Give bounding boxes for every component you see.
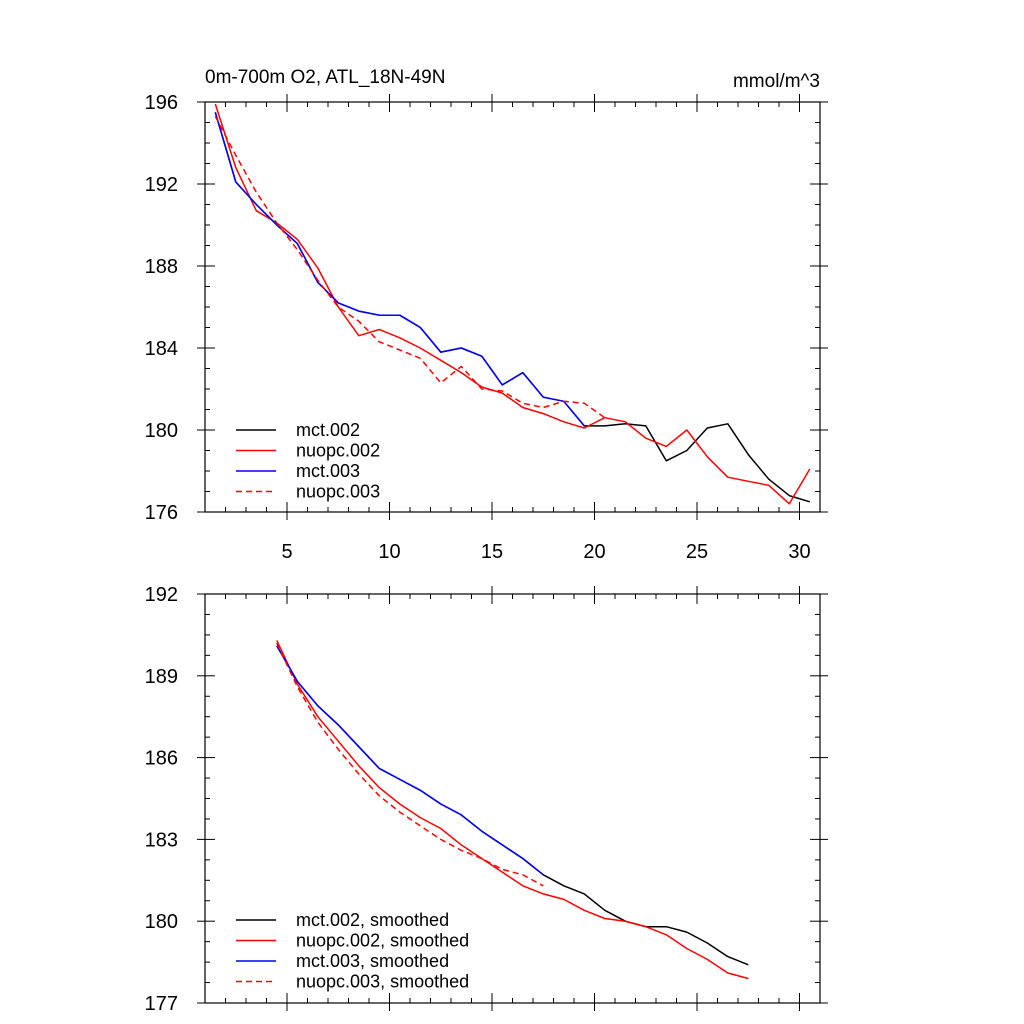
- x-tick-label: 30: [788, 541, 810, 563]
- series-line-nuopc-003-smoothed: [276, 642, 544, 887]
- legend-label: mct.003: [296, 461, 360, 481]
- x-tick-label: 5: [281, 541, 292, 563]
- series-line-nuopc-003: [214, 115, 606, 419]
- legend-label: mct.003, smoothed: [296, 951, 449, 971]
- series-line-nuopc-002: [214, 103, 811, 505]
- x-tick-label: 25: [686, 541, 708, 563]
- y-tick-label: 183: [145, 829, 178, 851]
- figure-title: 0m-700m O2, ATL_18N-49N: [205, 67, 445, 88]
- legend-label: mct.002: [296, 420, 360, 440]
- legend-label: nuopc.003: [296, 482, 380, 502]
- legend-label: mct.002, smoothed: [296, 910, 449, 930]
- x-tick-label: 10: [378, 541, 400, 563]
- y-tick-label: 177: [145, 993, 178, 1015]
- series-line-nuopc-002-smoothed: [276, 640, 749, 980]
- y-tick-label: 186: [145, 748, 178, 770]
- x-tick-label: 15: [481, 541, 503, 563]
- y-tick-label: 189: [145, 666, 178, 688]
- y-tick-label: 176: [145, 502, 178, 524]
- y-tick-label: 180: [145, 911, 178, 933]
- y-tick-label: 192: [145, 174, 178, 196]
- y-tick-label: 192: [145, 584, 178, 606]
- y-tick-label: 184: [145, 338, 178, 360]
- legend-label: nuopc.002: [296, 441, 380, 461]
- y-tick-label: 180: [145, 420, 178, 442]
- series-line-mct-003: [214, 112, 585, 427]
- legend-label: nuopc.003, smoothed: [296, 972, 469, 992]
- series-line-mct-003-smoothed: [276, 645, 544, 876]
- units-label: mmol/m^3: [733, 71, 820, 92]
- legend-label: nuopc.002, smoothed: [296, 931, 469, 951]
- y-tick-label: 188: [145, 256, 178, 278]
- y-tick-label: 196: [145, 92, 178, 114]
- x-tick-label: 20: [583, 541, 605, 563]
- chart-panel-raw: 5 10 15 20 25 30176180184188192196mct.002nuop…: [145, 92, 828, 563]
